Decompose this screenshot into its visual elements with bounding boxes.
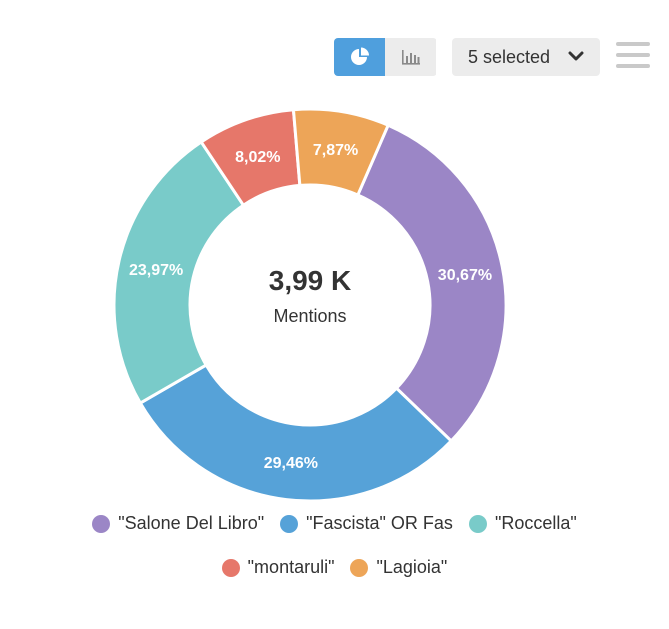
legend-label: "montaruli" — [247, 557, 335, 577]
donut-slice[interactable] — [112, 139, 246, 406]
donut-slice[interactable] — [138, 362, 454, 500]
selected-count-label: 5 selected — [468, 46, 551, 67]
legend-row: "montaruli" "Lagioia" — [0, 557, 669, 578]
series-select-dropdown[interactable]: 5 selected — [452, 38, 600, 76]
legend-swatch — [350, 558, 369, 577]
donut-slice[interactable] — [291, 107, 391, 197]
view-toggle — [334, 38, 437, 76]
chart-toolbar: 5 selected — [334, 38, 654, 78]
slice-percentage-label: 23,97% — [129, 262, 183, 279]
slice-percentage-label: 8,02% — [235, 149, 280, 166]
legend-swatch — [280, 514, 299, 533]
legend-item[interactable]: "Salone Del Libro" — [92, 513, 264, 534]
legend-swatch — [221, 558, 240, 577]
slice-percentage-label: 30,67% — [438, 267, 492, 284]
center-total-value: 3,99 K — [269, 265, 352, 296]
legend-label: "Roccella" — [494, 513, 577, 533]
hamburger-menu-icon[interactable] — [616, 42, 650, 72]
legend-label: "Fascista" OR Fas — [306, 513, 453, 533]
chevron-down-icon — [568, 51, 584, 61]
legend-swatch — [92, 514, 111, 533]
slice-labels: 30,67% 29,46% 23,97% 8,02% 7,87% — [129, 142, 492, 472]
donut-slices — [112, 107, 508, 500]
center-metric-label: Mentions — [273, 306, 346, 326]
pie-view-button[interactable] — [334, 38, 385, 76]
donut-chart: 30,67% 29,46% 23,97% 8,02% 7,87% 3,99 K Ment… — [112, 107, 508, 500]
legend-item[interactable]: "Fascista" OR Fas — [280, 513, 453, 534]
legend-label: "Lagioia" — [376, 557, 448, 577]
legend-item[interactable]: "Lagioia" — [350, 557, 447, 578]
legend-label: "Salone Del Libro" — [118, 513, 265, 533]
bar-chart-icon — [401, 50, 420, 65]
legend-swatch — [468, 514, 487, 533]
bar-view-button[interactable] — [385, 38, 436, 76]
legend-row: "Salone Del Libro" "Fascista" OR Fas "Rocc… — [0, 513, 669, 534]
pie-chart-icon — [350, 47, 369, 65]
legend-item[interactable]: "montaruli" — [221, 557, 335, 578]
donut-slice[interactable] — [355, 123, 508, 444]
legend-item[interactable]: "Roccella" — [468, 513, 577, 534]
slice-percentage-label: 7,87% — [313, 142, 358, 159]
slice-percentage-label: 29,46% — [264, 455, 318, 472]
